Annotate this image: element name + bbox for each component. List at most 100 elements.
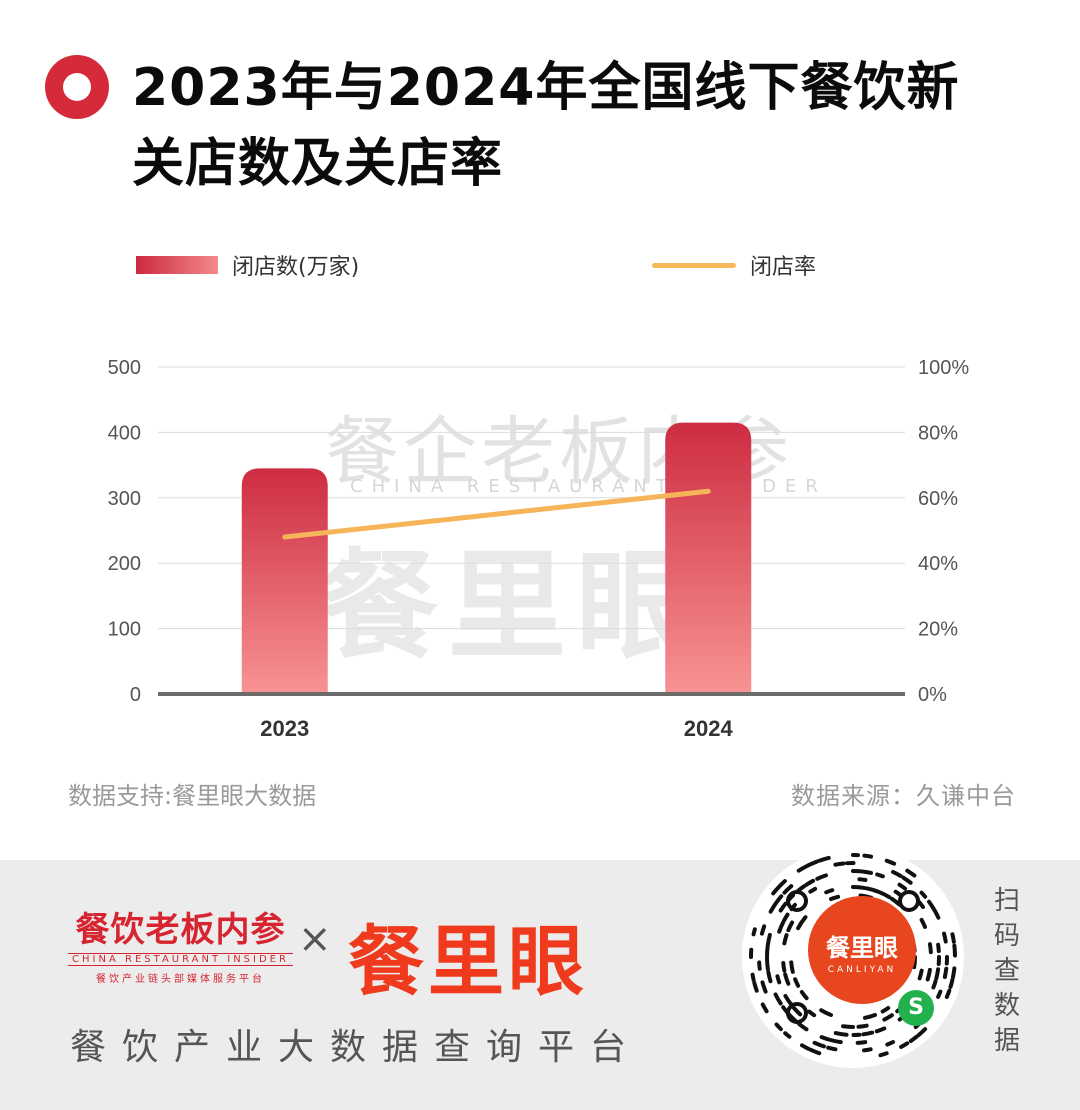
- qr-arc: [750, 972, 756, 982]
- qr-arc: [781, 961, 787, 973]
- qr-arc: [931, 979, 938, 990]
- qr-arc: [936, 942, 941, 954]
- qr-arc: [942, 931, 948, 944]
- y-right-tick-label: 60%: [918, 488, 958, 510]
- mini-program-icon: S: [898, 990, 934, 1026]
- qr-arc: [808, 886, 818, 894]
- qr-arc: [862, 853, 874, 859]
- qr-arc: [760, 980, 768, 994]
- legend-line-swatch: [652, 262, 736, 268]
- qr-arc: [863, 869, 874, 875]
- y-left-tick-label: 0: [130, 684, 141, 706]
- y-right-tick-label: 80%: [918, 422, 958, 444]
- y-left-tick-label: 500: [108, 357, 141, 379]
- qr-arc: [789, 960, 795, 974]
- qr-arc: [782, 933, 789, 946]
- qr-finder: [786, 890, 808, 912]
- footer-tagline: 餐饮产业大数据查询平台: [70, 1027, 643, 1068]
- qr-arc: [877, 890, 892, 900]
- rate-line: [282, 488, 711, 540]
- brand-insider-en: CHINA RESTAURANT INSIDER: [68, 953, 293, 966]
- qr-arc: [855, 1040, 868, 1045]
- legend-line-label: 闭店率: [750, 255, 817, 280]
- qr-arc: [944, 988, 952, 1000]
- qr-arc: [782, 912, 790, 922]
- qr-arc: [851, 869, 866, 874]
- qr-arc: [786, 920, 795, 933]
- qr-arc: [765, 956, 770, 972]
- qr-arc: [777, 919, 786, 934]
- qr-arc: [861, 1030, 875, 1037]
- qr-arc: [862, 1012, 877, 1020]
- qr-arc: [782, 884, 794, 895]
- qr-arc: [919, 890, 928, 899]
- bar: [241, 468, 328, 694]
- qr-arc: [893, 889, 903, 897]
- qr-arc: [919, 917, 927, 929]
- legend-bar-label: 闭店数(万家): [232, 255, 360, 280]
- qr-arc: [807, 1009, 817, 1018]
- qr-arc: [880, 1006, 891, 1014]
- qr-arc: [856, 1023, 869, 1029]
- qr-arc: [812, 1040, 826, 1049]
- qr-arc: [833, 1031, 849, 1037]
- qr-arc: [774, 894, 784, 904]
- qr-arc: [797, 1022, 809, 1032]
- data-support-note: 数据支持:餐里眼大数据: [68, 782, 317, 810]
- qr-arc: [828, 1038, 843, 1045]
- qr-arc: [885, 1040, 896, 1047]
- qr-arc: [882, 1013, 894, 1022]
- qr-arc: [948, 977, 955, 990]
- qr-arc: [783, 993, 794, 1007]
- qr-arc: [927, 899, 937, 913]
- y-right-tick-label: 20%: [918, 619, 958, 641]
- qr-arc: [916, 1027, 928, 1038]
- legend-bar-swatch: [136, 256, 218, 274]
- qr-arc: [875, 872, 885, 879]
- qr-arc: [908, 1034, 919, 1044]
- qr-code[interactable]: [742, 846, 964, 1068]
- qr-arc: [936, 989, 943, 999]
- y-left-tick-label: 200: [108, 553, 141, 575]
- qr-center-en: CANLIYAN: [827, 965, 897, 975]
- y-right-tick-label: 100%: [918, 357, 969, 379]
- y-right-tick-label: 40%: [918, 553, 958, 575]
- x-tick-label: 2023: [260, 716, 309, 741]
- qr-arc: [897, 882, 908, 891]
- qr-arc: [766, 970, 773, 984]
- qr-arc: [765, 944, 770, 959]
- y-left-tick-label: 100: [108, 619, 141, 641]
- qr-arc: [942, 966, 949, 979]
- qr-arc: [891, 869, 903, 878]
- qr-arc: [862, 1047, 873, 1053]
- qr-arc: [751, 927, 757, 937]
- qr-arc: [874, 1026, 887, 1034]
- qr-arc: [783, 972, 791, 986]
- qr-arc: [857, 877, 868, 882]
- qr-arc: [952, 943, 957, 958]
- data-source-note: 数据来源：久谦中台: [791, 782, 1016, 810]
- qr-arc: [878, 1051, 889, 1058]
- y-left-tick-label: 400: [108, 422, 141, 444]
- qr-arc: [905, 868, 917, 878]
- brand-logo-canliyan: 餐里眼: [348, 917, 588, 1006]
- qr-arc: [950, 932, 956, 944]
- qr-arc: [791, 1005, 803, 1017]
- qr-arc: [793, 977, 801, 988]
- x-tick-label: 2024: [684, 716, 734, 741]
- qr-arc: [799, 990, 809, 1001]
- qr-arc: [815, 873, 828, 881]
- qr-arc: [771, 883, 782, 896]
- page-title: 2023年与2024年全国线下餐饮新关店数及关店率: [132, 58, 960, 194]
- y-right-tick-label: 0%: [918, 684, 947, 706]
- qr-arc: [806, 859, 819, 868]
- qr-arc: [783, 1031, 792, 1039]
- brand-insider-name: 餐饮老板内参: [75, 910, 286, 950]
- qr-arc: [901, 875, 913, 885]
- qr-arc: [808, 1047, 822, 1056]
- qr-arc: [927, 942, 933, 955]
- qr-arc: [778, 879, 787, 887]
- qr-arc: [817, 855, 831, 863]
- qr-arc: [773, 992, 783, 1006]
- qr-arc: [884, 858, 897, 866]
